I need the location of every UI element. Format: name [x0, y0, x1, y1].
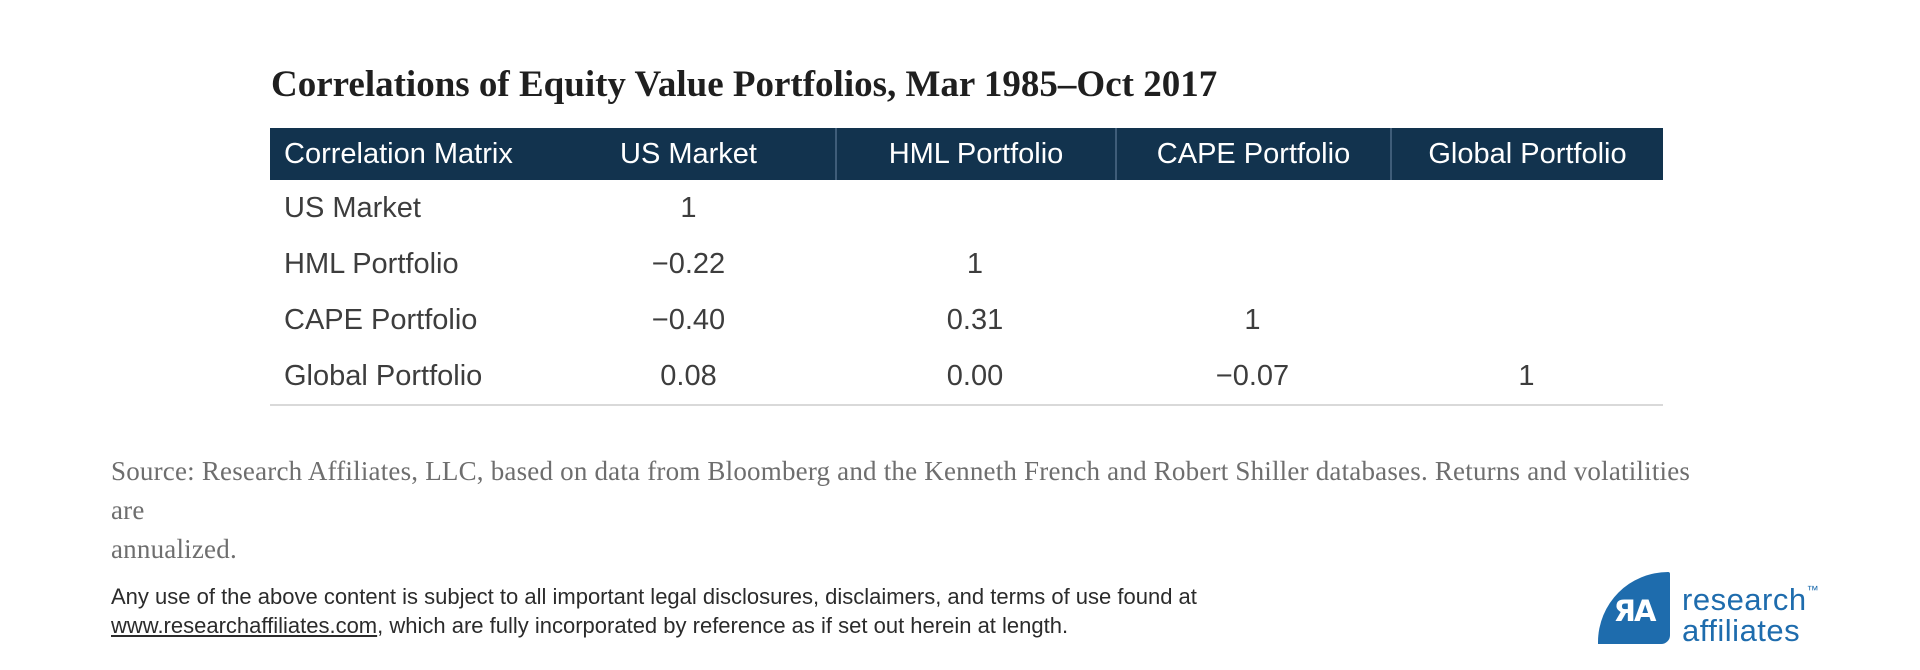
- legal-line1: Any use of the above content is subject …: [111, 584, 1197, 609]
- cell-value: −0.40: [651, 303, 726, 336]
- header-us-market: US Market: [620, 138, 757, 170]
- source-note-line2: annualized.: [111, 534, 237, 564]
- cell-value: 0.00: [946, 359, 1004, 392]
- table-row-global-portfolio: Global Portfolio 0.08 0.00 −0.07 1: [270, 348, 1663, 404]
- table-row-cape-portfolio: CAPE Portfolio −0.40 0.31 1: [270, 292, 1663, 348]
- legal-disclaimer: Any use of the above content is subject …: [111, 582, 1411, 640]
- header-correlation-matrix: Correlation Matrix: [284, 138, 513, 170]
- legal-link[interactable]: www.researchaffiliates.com: [111, 613, 378, 638]
- cell-value: 0.08: [660, 359, 717, 392]
- ra-logo-wordmark: research™ affiliates: [1682, 575, 1819, 646]
- row-label: CAPE Portfolio: [284, 303, 478, 336]
- correlation-table: Correlation Matrix US Market HML Portfol…: [270, 128, 1663, 406]
- cell-value: 0.31: [946, 303, 1004, 336]
- cell-value: 1: [1244, 303, 1261, 336]
- ra-monogram-icon: ЯA: [1613, 594, 1657, 628]
- trademark-symbol: ™: [1806, 583, 1819, 597]
- figure-title: Correlations of Equity Value Portfolios,…: [271, 64, 1218, 105]
- header-cape-portfolio: CAPE Portfolio: [1115, 128, 1390, 180]
- table-row-hml-portfolio: HML Portfolio −0.22 1: [270, 236, 1663, 292]
- header-hml-portfolio: HML Portfolio: [835, 128, 1115, 180]
- logo-word-research-text: research: [1682, 582, 1807, 617]
- source-note: Source: Research Affiliates, LLC, based …: [111, 452, 1691, 569]
- cell-value: 1: [1518, 359, 1535, 392]
- header-global-portfolio: Global Portfolio: [1390, 128, 1663, 180]
- table-header-row: Correlation Matrix US Market HML Portfol…: [270, 128, 1663, 180]
- cell-value: 1: [966, 247, 984, 280]
- logo-word-affiliates: affiliates: [1682, 613, 1801, 648]
- cell-value: 1: [680, 191, 697, 224]
- logo-word-research: research™: [1682, 575, 1819, 615]
- cell-value: −0.22: [651, 247, 726, 280]
- cell-value: −0.07: [1215, 359, 1290, 392]
- table-row-us-market: US Market 1: [270, 180, 1663, 236]
- research-affiliates-logo: ЯA research™ affiliates: [1598, 572, 1819, 646]
- row-label: Global Portfolio: [284, 359, 483, 392]
- row-label: HML Portfolio: [284, 247, 459, 280]
- ra-logo-mark: ЯA: [1598, 572, 1670, 644]
- legal-line2: , which are fully incorporated by refere…: [377, 613, 1069, 638]
- source-note-line1: Source: Research Affiliates, LLC, based …: [111, 456, 1691, 525]
- row-label: US Market: [284, 191, 421, 224]
